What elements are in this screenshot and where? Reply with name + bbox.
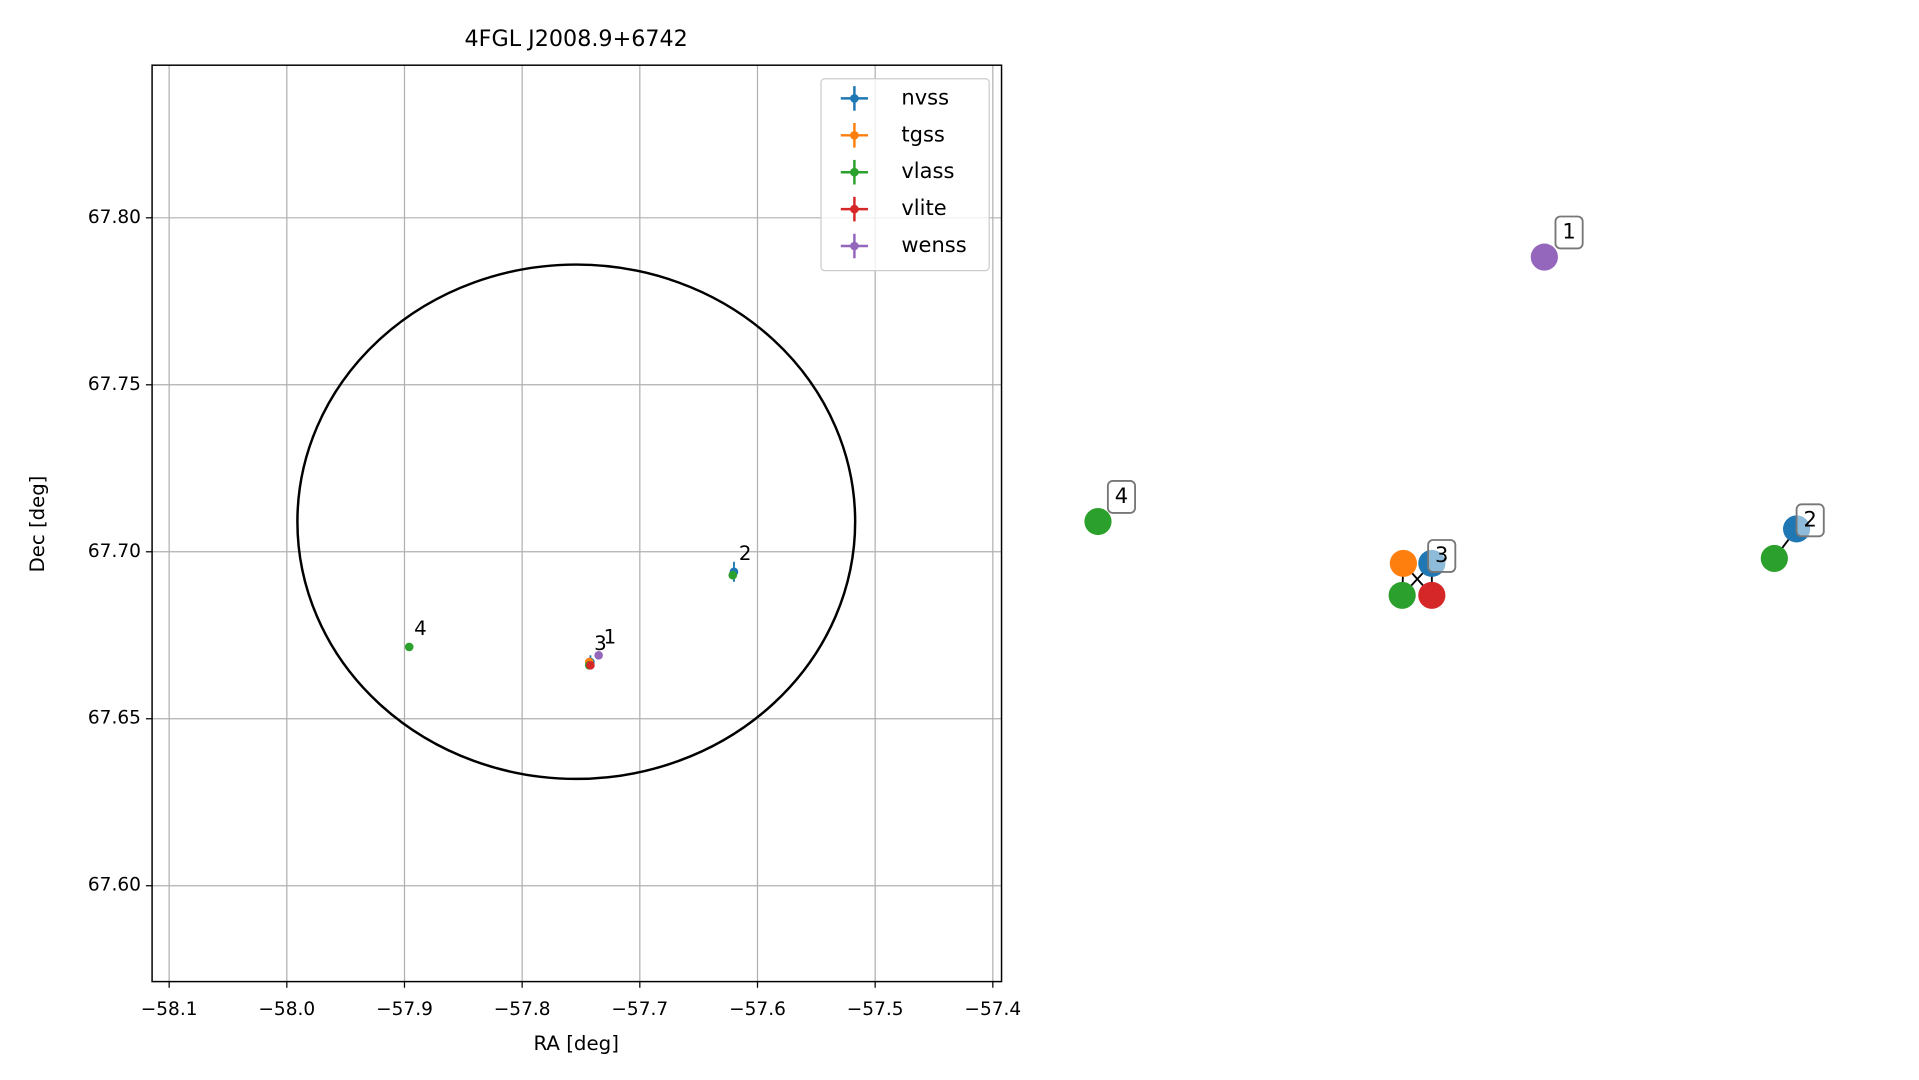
chart-title: 4FGL J2008.9+6742 (465, 26, 688, 52)
legend-label: wenss (901, 233, 966, 257)
legend-icon (850, 167, 859, 177)
legend-icon (850, 131, 859, 140)
annotation: 1 (604, 626, 617, 649)
x-tick-label: −58.1 (141, 999, 198, 1020)
annotation: 2 (739, 542, 752, 565)
point (586, 661, 595, 670)
legend-icon (850, 241, 859, 251)
node-label: 1 (1562, 220, 1575, 244)
legend-label: vlass (901, 159, 954, 183)
x-tick-label: −57.8 (494, 999, 551, 1020)
node-label-box (1427, 539, 1457, 573)
error-ellipse (296, 263, 857, 781)
x-tick-label: −57.9 (376, 999, 433, 1020)
node (1389, 549, 1417, 577)
annotation: 3 (594, 632, 607, 655)
y-tick-label: 67.70 (88, 541, 141, 562)
point (404, 642, 414, 652)
node-label-box (1106, 480, 1137, 514)
legend-icon (850, 94, 859, 103)
x-tick-label: −57.4 (964, 999, 1021, 1020)
y-tick-label: 67.75 (88, 374, 141, 395)
node-label: 2 (1804, 507, 1817, 531)
legend-box (820, 78, 990, 272)
plot-frame (151, 64, 1003, 983)
node (1084, 508, 1112, 536)
legend-label: tgss (901, 122, 944, 146)
y-tick-label: 67.65 (88, 708, 141, 729)
node (1388, 581, 1416, 609)
node (1530, 243, 1558, 271)
x-tick-label: −57.7 (611, 999, 668, 1020)
legend-icon (850, 204, 859, 214)
x-tick-label: −58.0 (258, 999, 315, 1020)
legend-label: nvss (901, 85, 949, 109)
node-label-box (1795, 503, 1825, 538)
node-label-box (1554, 215, 1584, 250)
x-tick-label: −57.6 (729, 999, 786, 1020)
node-label: 4 (1115, 484, 1128, 508)
annotation: 4 (414, 617, 427, 640)
y-tick-label: 67.80 (88, 207, 141, 228)
x-tick-label: −57.5 (847, 999, 904, 1020)
legend-label: vlite (901, 196, 946, 220)
point (728, 570, 738, 580)
point (594, 651, 603, 660)
x-axis-label: RA [deg] (533, 1032, 618, 1055)
y-tick-label: 67.60 (88, 875, 141, 896)
node-label: 3 (1435, 543, 1448, 567)
node (1418, 581, 1446, 609)
y-axis-label: Dec [deg] (26, 476, 49, 573)
node (1760, 544, 1788, 572)
